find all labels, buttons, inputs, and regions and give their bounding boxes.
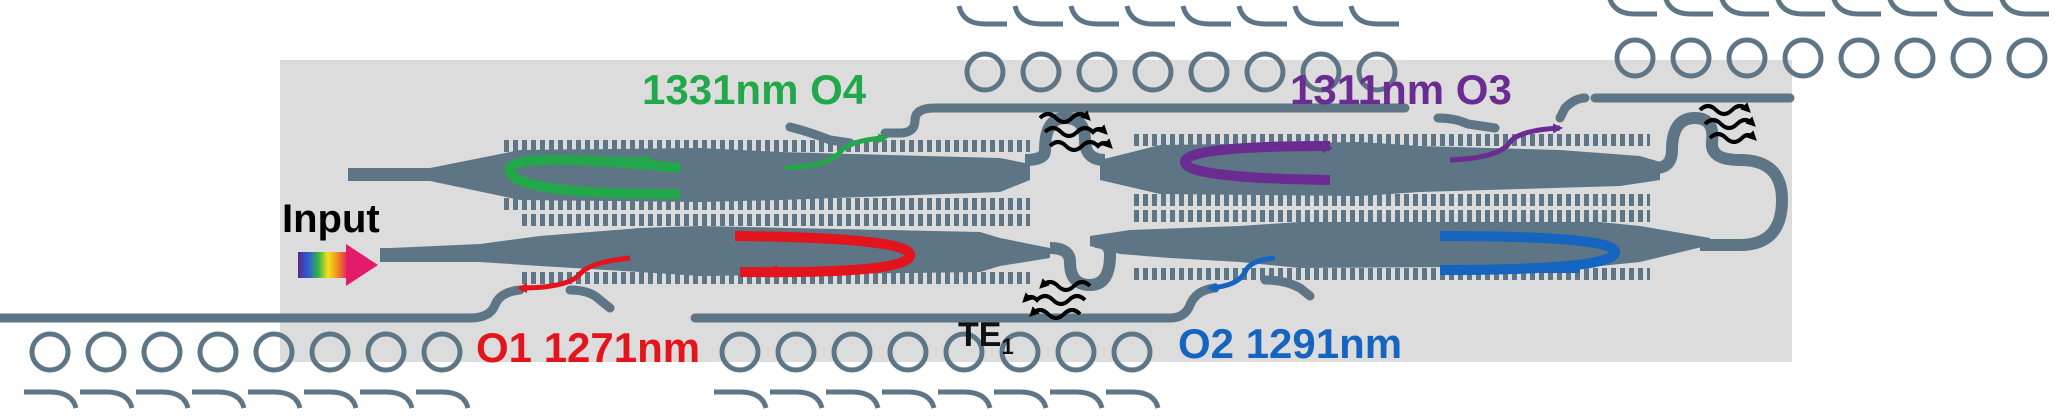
grating-circle <box>1838 37 1880 79</box>
grating-circle <box>141 331 183 373</box>
grating-coupler-top-right <box>1607 0 2049 79</box>
grating-circle <box>1076 51 1118 93</box>
grating-arc <box>1050 389 1105 409</box>
grating-coupler-bottom-middle <box>714 331 1161 409</box>
grating-arc <box>1124 5 1175 27</box>
grating-circle <box>85 331 127 373</box>
o3-loop-arrow <box>1179 141 1333 185</box>
o3-label: 1311nm O3 <box>1290 66 1512 113</box>
grating-circle <box>999 331 1041 373</box>
grating-arc <box>714 389 769 409</box>
radiation-icon <box>1038 110 1113 152</box>
grating-circle <box>1614 37 1656 79</box>
grating-circle <box>421 331 463 373</box>
o3-output-arrow <box>1449 123 1563 163</box>
grating-arc <box>994 389 1049 409</box>
grating-coupler-top-middle <box>956 5 1399 93</box>
grating-arc <box>826 389 881 409</box>
grating-arc <box>1068 5 1119 27</box>
grating-arc <box>1292 5 1343 27</box>
grating-arc <box>1719 0 1769 17</box>
o4-output-arrow <box>784 133 888 171</box>
grating-arc <box>1607 0 1657 17</box>
grating-circle <box>253 331 295 373</box>
grating-circle <box>964 51 1006 93</box>
grating-arc <box>136 389 191 409</box>
grating-circle <box>365 331 407 373</box>
grating-arc <box>1831 0 1881 17</box>
grating-arc <box>956 5 1007 27</box>
grating-arc <box>1348 5 1399 27</box>
grating-arc <box>1012 5 1063 27</box>
grating-circle <box>1188 51 1230 93</box>
o1-label: O1 1271nm <box>476 324 700 371</box>
grating-arc <box>1999 0 2049 17</box>
grating-circle <box>1356 51 1398 93</box>
grating-circle <box>1782 37 1824 79</box>
grating-circle <box>887 331 929 373</box>
grating-arc <box>80 389 135 409</box>
grating-arc <box>360 389 415 409</box>
grating-arc <box>1180 5 1231 27</box>
grating-circle <box>1132 51 1174 93</box>
grating-circle <box>1111 331 1153 373</box>
grating-circle <box>1055 331 1097 373</box>
grating-arc <box>938 389 993 409</box>
grating-circle <box>775 331 817 373</box>
grating-circle <box>1950 37 1992 79</box>
grating-arc <box>1663 0 1713 17</box>
grating-circle <box>1670 37 1712 79</box>
o4-label: 1331nm O4 <box>642 66 867 113</box>
grating-coupler-bottom-left <box>24 331 471 409</box>
o2-label: O2 1291nm <box>1178 320 1402 367</box>
bus-waveguides <box>0 93 1795 323</box>
grating-arc <box>770 389 825 409</box>
grating-arc <box>24 389 79 409</box>
rainbow-arrow-icon <box>298 244 378 286</box>
o1-output-arrow <box>517 255 631 293</box>
grating-arc <box>1775 0 1825 17</box>
input-label: Input <box>282 197 380 241</box>
radiation-icon <box>1698 102 1757 144</box>
o4-loop-arrow <box>504 154 681 200</box>
grating-circle <box>943 331 985 373</box>
grating-arc <box>416 389 471 409</box>
te-mode-main: TE <box>958 316 1001 354</box>
grating-circle <box>2006 37 2048 79</box>
grating-arc <box>192 389 247 409</box>
grating-circle <box>1300 51 1342 93</box>
grating-circle <box>1726 37 1768 79</box>
grating-arc <box>1106 389 1161 409</box>
grating-circle <box>1894 37 1936 79</box>
o2-loop-arrow <box>1439 231 1621 275</box>
radiation-icon <box>1022 278 1092 320</box>
grating-circle <box>1244 51 1286 93</box>
grating-circle <box>1020 51 1062 93</box>
te-mode-label: TE1 <box>958 316 1014 359</box>
grating-arc <box>1943 0 1993 17</box>
te-mode-subscript: 1 <box>1001 334 1013 359</box>
grating-circle <box>831 331 873 373</box>
grating-circle <box>29 331 71 373</box>
grating-circle <box>197 331 239 373</box>
grating-arc <box>882 389 937 409</box>
o1-loop-arrow <box>734 231 915 278</box>
grating-arc <box>248 389 303 409</box>
grating-circle <box>719 331 761 373</box>
grating-arc <box>1887 0 1937 17</box>
grating-circle <box>309 331 351 373</box>
grating-arc <box>304 389 359 409</box>
o2-output-arrow <box>1207 255 1276 293</box>
grating-arc <box>1236 5 1287 27</box>
